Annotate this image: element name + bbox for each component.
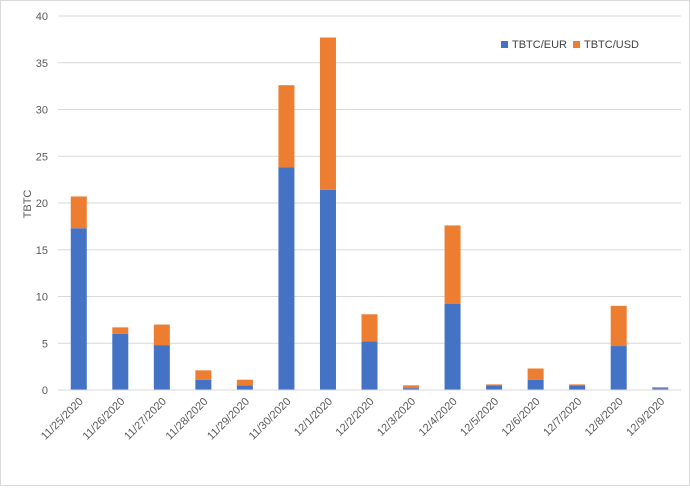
y-tick-label: 40	[36, 11, 48, 23]
bar-tbtc-eur	[527, 379, 544, 390]
x-tick-label: 12/6/2020	[500, 396, 543, 439]
y-tick-label: 15	[36, 245, 48, 257]
y-tick-label: 25	[36, 151, 48, 163]
x-axis-ticks: 11/25/202011/26/202011/27/202011/28/2020…	[39, 396, 667, 443]
x-tick-label: 11/28/2020	[164, 396, 211, 443]
bar-tbtc-usd	[610, 305, 627, 347]
x-tick-label: 12/4/2020	[417, 396, 460, 439]
legend-swatch-tbtc-usd	[573, 41, 580, 48]
legend-label-tbtc-usd: TBTC/USD	[584, 39, 639, 51]
x-tick-label: 12/5/2020	[458, 396, 501, 439]
bar-tbtc-eur	[112, 333, 129, 390]
bar-tbtc-usd	[361, 314, 378, 342]
legend-swatch-tbtc-eur	[501, 41, 508, 48]
y-tick-label: 10	[36, 292, 48, 304]
bar-tbtc-eur	[319, 189, 336, 390]
bar-tbtc-usd	[112, 327, 129, 334]
x-tick-label: 12/9/2020	[624, 396, 667, 439]
x-tick-label: 12/1/2020	[292, 396, 335, 439]
x-tick-label: 12/7/2020	[541, 396, 584, 439]
bar-tbtc-usd	[195, 370, 212, 380]
bar-tbtc-eur	[153, 345, 170, 390]
bar-tbtc-usd	[486, 384, 503, 386]
bar-tbtc-eur	[278, 167, 295, 390]
bar-tbtc-eur	[403, 388, 420, 390]
x-tick-label: 11/26/2020	[81, 396, 128, 443]
y-axis-title: TBTC	[22, 190, 34, 219]
y-tick-label: 5	[42, 338, 48, 350]
y-tick-label: 20	[36, 198, 48, 210]
bar-tbtc-usd	[569, 384, 586, 386]
bar-tbtc-usd	[403, 385, 420, 389]
y-tick-label: 35	[36, 58, 48, 70]
bar-tbtc-eur	[444, 303, 461, 390]
x-tick-label: 11/25/2020	[39, 396, 86, 443]
y-axis-ticks: 0 5 10 15 20 25 30 35 40	[36, 11, 48, 397]
x-tick-label: 11/27/2020	[122, 396, 169, 443]
y-tick-label: 0	[42, 385, 48, 397]
bar-tbtc-eur	[569, 385, 586, 390]
bar-tbtc-usd	[527, 368, 544, 380]
bar-tbtc-usd	[278, 85, 295, 168]
bars	[58, 37, 681, 391]
x-tick-label: 12/3/2020	[375, 396, 418, 439]
x-tick-label: 11/30/2020	[247, 396, 294, 443]
bar-tbtc-usd	[319, 37, 336, 190]
bar-tbtc-eur	[610, 346, 627, 390]
bar-tbtc-eur	[195, 379, 212, 390]
bar-tbtc-eur	[361, 341, 378, 390]
x-tick-label: 11/29/2020	[205, 396, 252, 443]
bar-tbtc-eur	[486, 385, 503, 390]
bar-tbtc-usd	[444, 225, 461, 304]
legend-label-tbtc-eur: TBTC/EUR	[512, 39, 567, 51]
bar-tbtc-usd	[236, 379, 253, 386]
legend: TBTC/EUR TBTC/USD	[501, 39, 639, 51]
bar-tbtc-usd	[153, 324, 170, 346]
x-tick-label: 12/2/2020	[334, 396, 377, 439]
bar-tbtc-eur	[652, 388, 669, 390]
bar-tbtc-eur	[70, 228, 87, 390]
bar-tbtc-usd	[652, 387, 669, 389]
bar-tbtc-usd	[70, 196, 87, 229]
y-tick-label: 30	[36, 105, 48, 117]
x-tick-label: 12/8/2020	[583, 396, 626, 439]
bar-tbtc-eur	[236, 385, 253, 390]
